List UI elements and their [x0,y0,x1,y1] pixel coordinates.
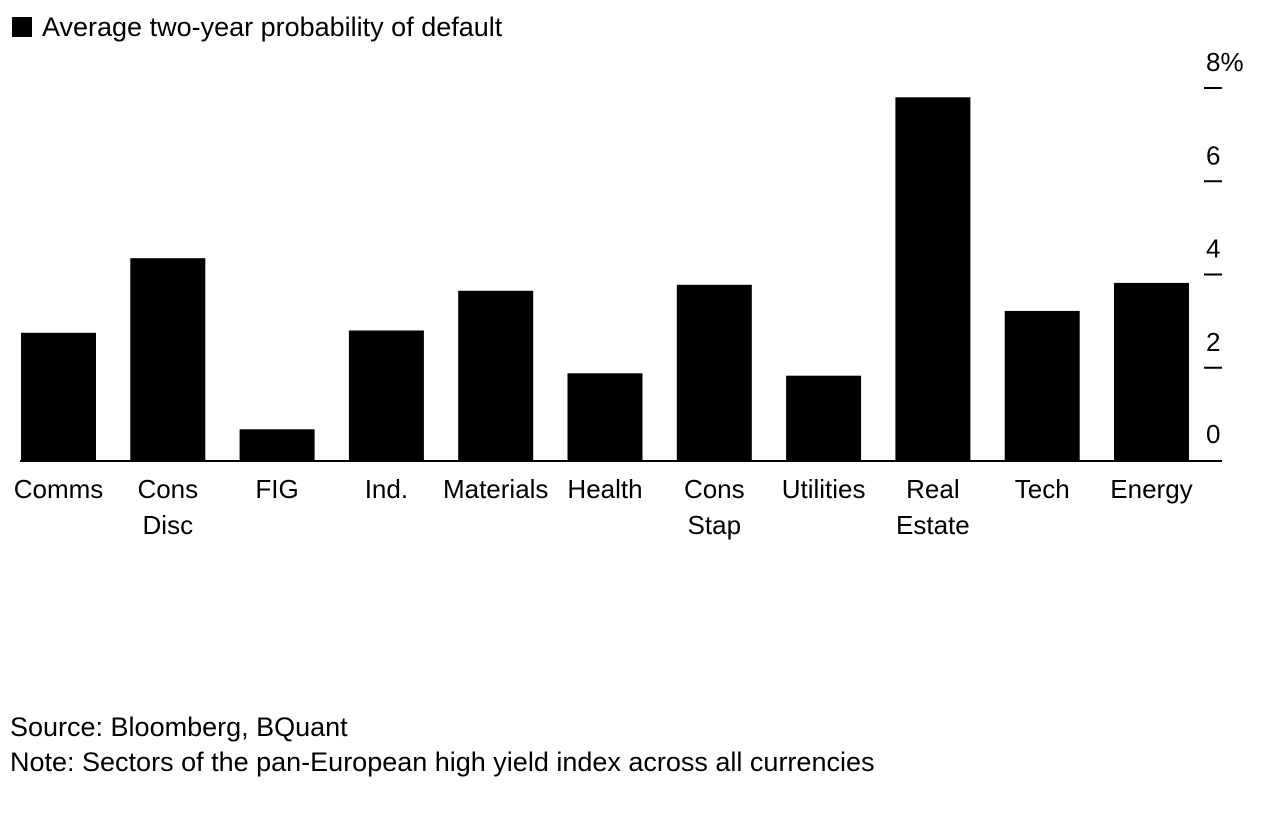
y-tick-label: 8% [1206,47,1244,77]
footnote: Note: Sectors of the pan-European high y… [10,747,875,777]
x-tick-label: Energy [1110,474,1192,504]
y-tick-label: 4 [1206,234,1220,264]
bar-health [567,373,643,461]
bar-materials [458,290,534,461]
bar-fig [239,429,315,461]
source-note: Source: Bloomberg, BQuant [10,712,348,742]
bar-tech [1004,310,1080,461]
x-axis-labels: Comms Cons Disc FIG Ind. Materials Health Cons S… [14,474,1193,540]
x-tick-label: Cons Stap [684,474,745,540]
y-tick-label: 0 [1206,419,1220,449]
bar-cons-stap [676,284,752,461]
x-tick-label: Tech [1015,474,1070,504]
chart-legend: Average two-year probability of default [12,10,502,44]
bar-cons-disc [130,258,206,461]
bar-comms [21,332,96,461]
bar-real-estate [895,97,971,462]
chart-footer: Source: Bloomberg, BQuant Note: Sectors … [10,710,874,780]
bar-ind [348,330,424,461]
bar-energy [1114,282,1189,461]
x-tick-label: Ind. [365,474,408,504]
x-tick-label: Materials [443,474,548,504]
bars-group [21,97,1189,462]
x-tick-label: Cons Disc [137,474,198,540]
y-tick-label: 6 [1206,140,1220,170]
y-axis: 0 2 4 6 8% [20,47,1244,462]
x-tick-label: Real Estate [896,474,970,540]
y-tick-label: 2 [1206,327,1220,357]
x-tick-label: FIG [255,474,298,504]
x-tick-label: Utilities [782,474,866,504]
x-tick-label: Comms [14,474,104,504]
bar-chart: 0 2 4 6 8% Comms Cons Disc FIG Ind. Materials Heal… [14,47,1244,540]
x-tick-label: Health [567,474,642,504]
bar-utilities [786,375,862,461]
legend-label: Average two-year probability of default [42,11,503,42]
legend-swatch [12,17,32,37]
